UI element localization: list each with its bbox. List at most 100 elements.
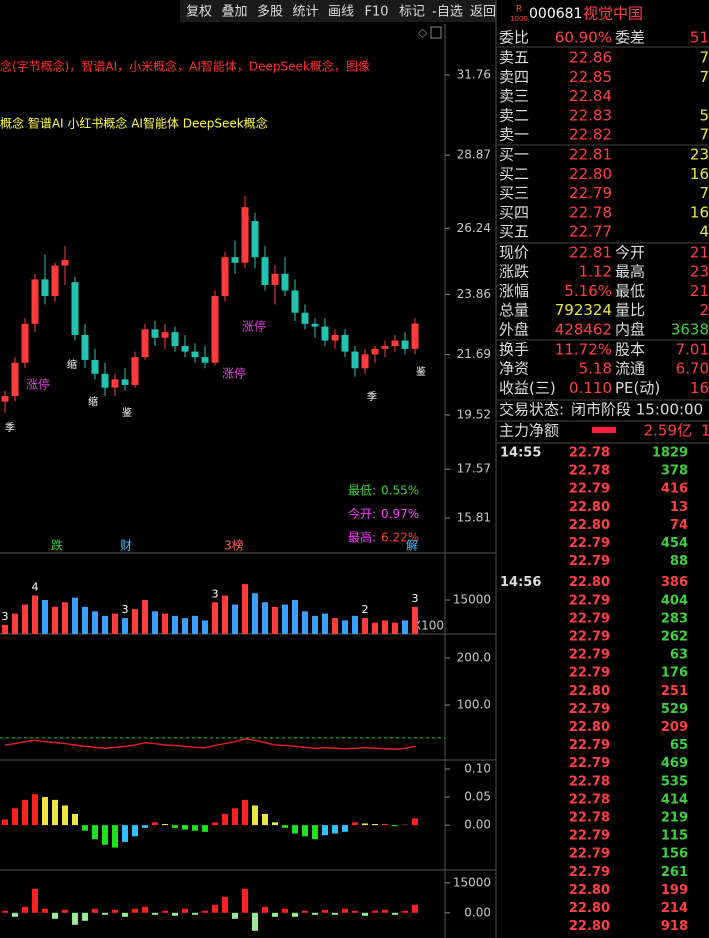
field-label: 内盘 [615,320,645,338]
bar [342,908,348,913]
field-label: 买三 [499,184,529,202]
bar [202,910,208,913]
bar [212,904,218,913]
bar [12,613,18,634]
bar [92,908,98,913]
candle-body [321,326,329,341]
bar [62,602,68,634]
toolbar-button[interactable]: 画线 [328,5,354,20]
trade-volume: 1829 [652,446,688,461]
field-value: 22.86 [569,49,612,67]
field-value: 23 [690,146,709,164]
bar [42,908,48,913]
bar [82,912,88,921]
macd-bar [352,822,358,826]
candle-body [391,340,399,347]
candle-body [281,273,289,291]
field-value: 7 [699,68,709,86]
concept-line: 念(字节概念)，智谱AI，小米概念，AI智能体，DeepSeek概念，图像 [0,59,370,74]
bar [92,611,98,634]
field-label: 委差 [615,29,645,47]
candle-body [211,296,219,363]
bar [132,908,138,913]
field-label: 买一 [499,146,529,164]
trade-volume: 454 [661,536,688,551]
bar [222,896,228,913]
trade-price: 22.78 [569,774,610,789]
marker: 季 [367,391,377,403]
toolbar-button[interactable]: 标记 [399,5,425,20]
toolbar-button[interactable]: F10 [364,5,388,20]
bar [362,912,368,916]
trade-volume: 13 [670,500,688,515]
toolbar-button[interactable]: 多股 [257,4,283,20]
y-tick-label: 19.52 [457,407,491,421]
bar [292,912,298,917]
bar [152,912,158,915]
candle-body [81,334,89,360]
bar [252,593,258,634]
y-tick-label: 31.76 [457,67,491,81]
field-label: 卖四 [499,68,529,86]
trade-price: 22.79 [569,847,610,862]
bar [372,622,378,634]
field-value: 22.83 [569,106,612,124]
candle-body [271,273,279,285]
candle-body [191,351,199,358]
bar [382,620,388,634]
macd-bar [152,822,158,826]
trade-price: 22.80 [569,883,610,898]
bar-label: 2 [362,603,369,616]
field-label: 买二 [499,165,529,183]
toolbar-button[interactable]: 返回 [470,5,496,20]
macd-bar [252,805,258,826]
field-value: 7 [699,184,709,202]
bar [52,912,58,919]
candle-body [91,359,99,374]
trade-volume: 261 [661,865,688,880]
toolbar-button[interactable]: -自选 [432,5,463,20]
candle-body [241,207,249,263]
trade-volume: 219 [661,811,688,826]
bar [212,602,218,634]
field-label: 流通 [615,360,645,378]
icon[interactable] [430,26,442,39]
macd-bar [292,825,298,834]
bar [392,912,398,915]
field-value: 2 [699,301,709,319]
field-label: 收益(三) [499,379,556,397]
candle-body [141,329,149,358]
macd-bar [242,799,248,826]
bar [222,595,228,634]
trade-volume: 404 [661,593,688,608]
bar [282,908,288,913]
toolbar-button[interactable]: 叠加 [221,5,247,20]
macd-bar [112,825,118,848]
candle-body [401,340,409,349]
macd-bar [92,825,98,840]
toolbar-button[interactable]: 统计 [292,5,318,20]
field-label: 涨幅 [499,282,529,300]
field-value: 5.18 [579,360,612,378]
icon[interactable]: ◇ [418,26,428,40]
bar [232,604,238,634]
field-value: 23 [690,263,709,281]
indicator-line [4,738,416,750]
limit-up: 涨停 [242,319,266,334]
trade-volume: 386 [661,575,688,590]
macd-bar [52,799,58,826]
toolbar-button[interactable]: 复权 [186,4,212,20]
bar [172,615,178,634]
bar [232,912,238,919]
bar [412,904,418,913]
trade-price: 22.80 [569,919,610,934]
trade-volume: 199 [661,883,688,898]
y-tick-label: 15000 [453,875,491,889]
macd-bar [192,825,198,831]
bar [22,604,28,634]
candle-body [171,332,179,347]
bar [52,606,58,634]
bar [2,624,8,634]
trade-price: 22.79 [569,554,610,569]
